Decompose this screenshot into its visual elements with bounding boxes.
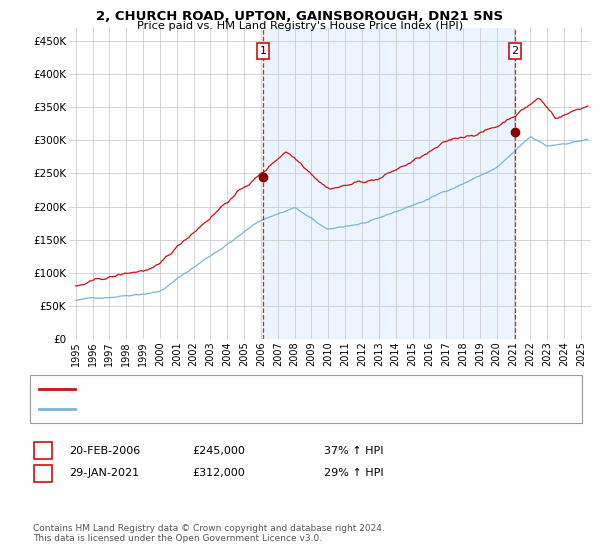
Text: 37% ↑ HPI: 37% ↑ HPI xyxy=(324,446,383,456)
Text: 29% ↑ HPI: 29% ↑ HPI xyxy=(324,468,383,478)
Text: 2, CHURCH ROAD, UPTON, GAINSBOROUGH, DN21 5NS: 2, CHURCH ROAD, UPTON, GAINSBOROUGH, DN2… xyxy=(97,10,503,22)
Bar xyxy=(263,28,515,339)
Text: 2: 2 xyxy=(40,468,47,478)
Text: £312,000: £312,000 xyxy=(192,468,245,478)
Text: 1: 1 xyxy=(259,46,266,56)
Text: 20-FEB-2006: 20-FEB-2006 xyxy=(69,446,140,456)
Text: £245,000: £245,000 xyxy=(192,446,245,456)
Text: Contains HM Land Registry data © Crown copyright and database right 2024.
This d: Contains HM Land Registry data © Crown c… xyxy=(33,524,385,543)
Text: 29-JAN-2021: 29-JAN-2021 xyxy=(69,468,139,478)
Text: 1: 1 xyxy=(40,446,47,456)
Text: Price paid vs. HM Land Registry's House Price Index (HPI): Price paid vs. HM Land Registry's House … xyxy=(137,21,463,31)
Text: 2: 2 xyxy=(511,46,518,56)
Text: HPI: Average price, detached house, West Lindsey: HPI: Average price, detached house, West… xyxy=(81,404,331,414)
Text: 2, CHURCH ROAD, UPTON, GAINSBOROUGH, DN21 5NS (detached house): 2, CHURCH ROAD, UPTON, GAINSBOROUGH, DN2… xyxy=(81,384,447,394)
